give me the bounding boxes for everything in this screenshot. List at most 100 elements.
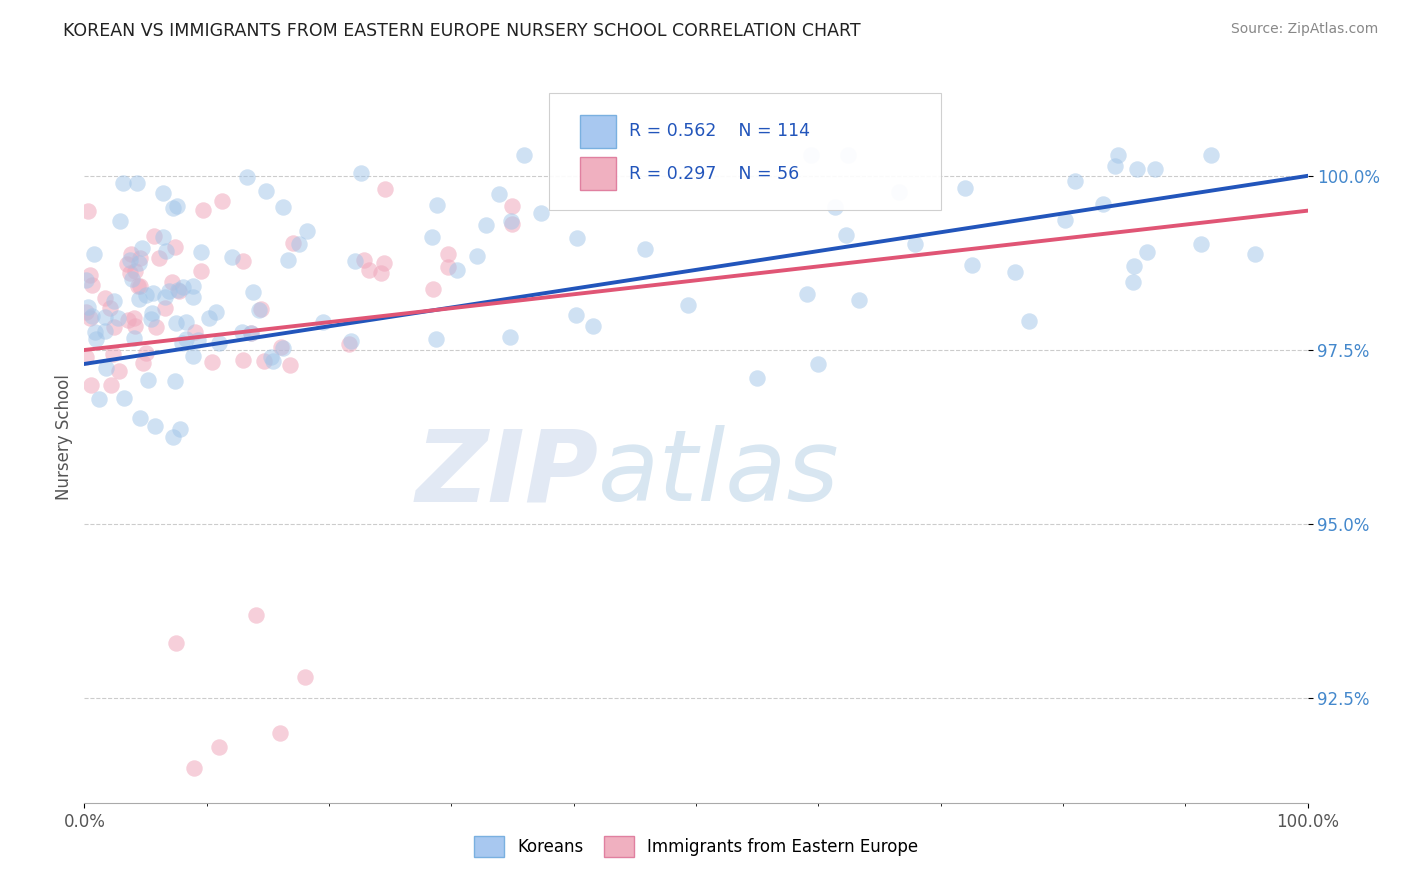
Point: [79, 310, 101, 325]
Point: [337, 337, 360, 351]
Point: [80, 277, 103, 292]
Point: [187, 333, 209, 347]
Point: [75, 304, 97, 318]
Point: [153, 290, 176, 304]
Point: [75, 351, 97, 365]
Point: [806, 357, 828, 371]
Point: [201, 355, 224, 369]
Point: [231, 325, 253, 339]
Point: [796, 286, 818, 301]
Point: [181, 290, 204, 304]
Point: [103, 319, 125, 334]
Point: [1125, 161, 1147, 176]
Point: [262, 354, 284, 368]
Point: [312, 315, 335, 329]
Point: [77, 300, 100, 314]
Point: [1054, 213, 1077, 227]
Point: [165, 316, 187, 330]
Point: [198, 310, 221, 325]
Point: [436, 247, 458, 261]
Point: [565, 308, 588, 322]
Point: [247, 302, 270, 317]
Point: [142, 286, 165, 301]
Point: [141, 312, 163, 326]
Point: [633, 242, 655, 256]
Point: [231, 254, 253, 268]
Text: R = 0.297    N = 56: R = 0.297 N = 56: [628, 165, 799, 183]
Point: [112, 391, 135, 405]
Point: [115, 257, 138, 271]
Point: [465, 249, 488, 263]
Point: [122, 331, 145, 345]
Point: [446, 263, 468, 277]
Point: [155, 244, 177, 259]
Bar: [579, 115, 616, 148]
Point: [84, 333, 107, 347]
Y-axis label: Nursery School: Nursery School: [55, 374, 73, 500]
Point: [425, 332, 447, 346]
Point: [176, 315, 198, 329]
Point: [131, 356, 153, 370]
Point: [824, 200, 846, 214]
Point: [77, 203, 100, 218]
Point: [190, 264, 212, 278]
Point: [953, 181, 976, 195]
Point: [281, 235, 304, 250]
Point: [235, 169, 257, 184]
Point: [124, 318, 146, 333]
Point: [350, 166, 373, 180]
Point: [135, 345, 157, 359]
Point: [837, 148, 859, 162]
Bar: [579, 157, 616, 190]
Point: [343, 253, 366, 268]
Point: [94, 324, 117, 338]
Point: [271, 200, 294, 214]
Point: [191, 202, 214, 217]
Point: [240, 326, 263, 340]
Point: [108, 364, 131, 378]
Point: [163, 374, 186, 388]
Point: [254, 184, 277, 198]
Point: [436, 260, 458, 274]
Point: [152, 229, 174, 244]
Point: [84, 325, 107, 339]
Point: [80, 377, 103, 392]
Point: [93, 291, 115, 305]
Text: ZIP: ZIP: [415, 425, 598, 522]
Point: [152, 186, 174, 200]
FancyBboxPatch shape: [550, 94, 941, 211]
Point: [887, 185, 910, 199]
Point: [676, 298, 699, 312]
Point: [260, 350, 283, 364]
Point: [745, 370, 768, 384]
Point: [162, 429, 184, 443]
Point: [94, 360, 117, 375]
Point: [165, 635, 187, 649]
Point: [205, 305, 228, 319]
Point: [422, 282, 444, 296]
Point: [1136, 244, 1159, 259]
Point: [1189, 236, 1212, 251]
Point: [270, 340, 292, 354]
Point: [83, 247, 105, 261]
Point: [129, 251, 152, 265]
Point: [1004, 265, 1026, 279]
Point: [488, 187, 510, 202]
Point: [120, 252, 142, 267]
Point: [153, 301, 176, 315]
Point: [232, 352, 254, 367]
Point: [125, 176, 148, 190]
Point: [960, 258, 983, 272]
Point: [242, 285, 264, 299]
Point: [499, 214, 522, 228]
Point: [835, 227, 858, 242]
Point: [167, 283, 190, 297]
Point: [108, 213, 131, 227]
Point: [513, 148, 536, 162]
Point: [567, 230, 589, 244]
Point: [94, 310, 117, 324]
Point: [502, 199, 524, 213]
Point: [269, 726, 291, 740]
Point: [148, 251, 170, 265]
Point: [190, 245, 212, 260]
